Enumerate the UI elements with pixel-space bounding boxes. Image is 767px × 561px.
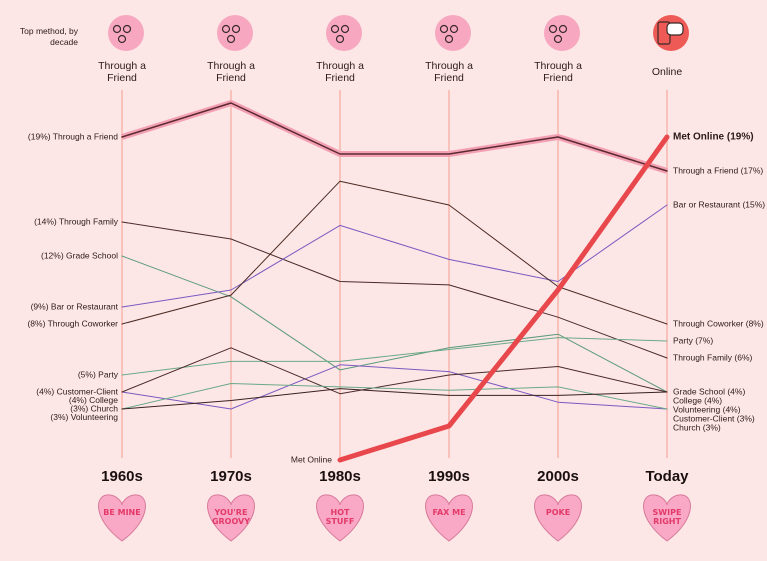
start-label: (14%) Through Family	[34, 216, 119, 226]
series-line	[121, 102, 668, 172]
start-label: (4%) Customer-Client	[36, 386, 118, 396]
icon-person	[231, 24, 241, 34]
decade-label: 1960s	[101, 468, 143, 485]
heart	[425, 494, 473, 542]
end-label: Met Online (19%)	[673, 132, 754, 143]
top-method: Through a Friend	[98, 60, 146, 84]
decade-label: 2000s	[537, 468, 579, 485]
end-label: Customer-Client (3%)	[673, 413, 755, 423]
series-line	[121, 255, 668, 393]
start-label: (12%) Grade School	[41, 250, 118, 260]
end-label: Church (3%)	[673, 422, 721, 432]
decade-label: 1970s	[210, 468, 252, 485]
start-label: (4%) College	[69, 395, 118, 405]
series-line	[121, 221, 668, 359]
start-label: (9%) Bar or Restaurant	[31, 301, 119, 311]
icon-person	[340, 24, 350, 34]
series-line	[121, 388, 668, 410]
icon-person	[330, 24, 340, 34]
heart-text: SWIPE RIGHT	[652, 508, 682, 526]
end-label: Volunteering (4%)	[673, 404, 741, 414]
start-label: Met Online	[291, 454, 332, 464]
heart-text: HOT STUFF	[325, 508, 355, 526]
icon-bubble	[666, 22, 684, 36]
end-label: Through Coworker (8%)	[673, 318, 764, 328]
icon-bg	[435, 15, 471, 51]
icon-person	[558, 24, 568, 34]
icon-person	[226, 34, 236, 44]
icon-person	[548, 24, 558, 34]
icon-person	[112, 24, 122, 34]
series-line	[121, 337, 668, 376]
heart	[316, 494, 364, 542]
decade-label: Today	[645, 468, 689, 485]
icon-bg	[544, 15, 580, 51]
end-label: College (4%)	[673, 395, 722, 405]
icon-person	[221, 24, 231, 34]
header-note: Top method, by decade	[19, 26, 78, 47]
heart	[207, 494, 255, 542]
series-line	[121, 180, 668, 325]
icon-bg	[326, 15, 362, 51]
icon-person	[553, 34, 563, 44]
icon-person	[117, 34, 127, 44]
top-method: Through a Friend	[425, 60, 473, 84]
start-label: (8%) Through Coworker	[27, 318, 118, 328]
icon-bg	[217, 15, 253, 51]
decade-label: 1980s	[319, 468, 361, 485]
line-glow	[121, 100, 668, 174]
start-label: (5%) Party	[78, 369, 119, 379]
heart	[534, 494, 582, 542]
series-line	[337, 134, 670, 463]
top-method: Through a Friend	[534, 60, 582, 84]
start-label: (3%) Church	[70, 403, 118, 413]
end-label: Grade School (4%)	[673, 386, 745, 396]
end-label: Through Family (6%)	[673, 352, 753, 362]
heart-text: YOU'RE GROOVY	[211, 508, 251, 526]
icon-bg	[108, 15, 144, 51]
top-method: Online	[651, 66, 683, 78]
icon-person	[449, 24, 459, 34]
series-line	[121, 383, 668, 410]
top-method: Through a Friend	[207, 60, 255, 84]
end-label: Party (7%)	[673, 335, 713, 345]
end-label: Through a Friend (17%)	[673, 165, 763, 175]
series-line	[121, 364, 668, 410]
icon-person	[439, 24, 449, 34]
heart	[643, 494, 691, 542]
end-label: Bar or Restaurant (15%)	[673, 199, 765, 209]
top-method: Through a Friend	[316, 60, 364, 84]
start-label: (3%) Volunteering	[50, 412, 118, 422]
heart-text: BE MINE	[103, 508, 141, 517]
icon-person	[335, 34, 345, 44]
heart-text: FAX ME	[432, 508, 466, 517]
decade-label: 1990s	[428, 468, 470, 485]
icon-person	[122, 24, 132, 34]
start-label: (19%) Through a Friend	[28, 131, 118, 141]
icon-person	[444, 34, 454, 44]
heart	[98, 494, 146, 542]
series-line	[121, 347, 668, 395]
heart-text: POKE	[545, 508, 571, 517]
